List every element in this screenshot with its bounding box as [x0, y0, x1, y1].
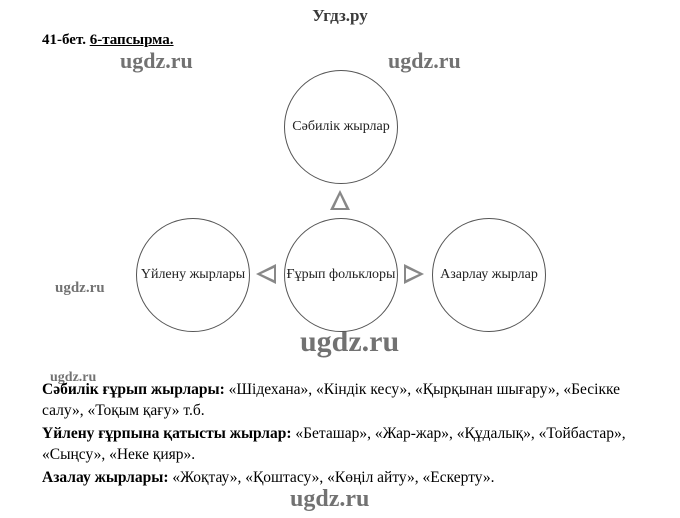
folklore-diagram: Сәбилік жырлар Үйлену жырлары Ғұрып фоль… — [100, 60, 570, 360]
p2-label: Үйлену ғұрпына қатысты жырлар: — [42, 425, 292, 442]
node-right: Азарлау жырлар — [432, 218, 546, 332]
arrow-up-icon — [330, 190, 350, 210]
node-left: Үйлену жырлары — [136, 218, 250, 332]
node-center: Ғұрып фольклоры — [284, 218, 398, 332]
page-number: 41-бет. — [42, 32, 86, 48]
description-text: Сәбилік ғұрып жырлары: «Шідехана», «Кінд… — [42, 380, 642, 491]
p3-label: Азалау жырлары: — [42, 469, 169, 486]
watermark: ugdz.ru — [55, 280, 105, 297]
arrow-left-icon — [256, 264, 276, 284]
paragraph-2: Үйлену ғұрпына қатысты жырлар: «Беташар»… — [42, 424, 642, 466]
p3-body: «Жоқтау», «Қоштасу», «Көңіл айту», «Еске… — [169, 469, 495, 486]
task-number: 6-тапсырма. — [90, 32, 174, 48]
node-top: Сәбилік жырлар — [284, 70, 398, 184]
arrow-right-icon — [404, 264, 424, 284]
paragraph-1: Сәбилік ғұрып жырлары: «Шідехана», «Кінд… — [42, 380, 642, 422]
p1-label: Сәбилік ғұрып жырлары: — [42, 381, 225, 398]
paragraph-3: Азалау жырлары: «Жоқтау», «Қоштасу», «Кө… — [42, 468, 642, 489]
site-header: Угдз.ру — [0, 0, 680, 26]
page-task-line: 41-бет. 6-тапсырма. — [42, 32, 174, 49]
